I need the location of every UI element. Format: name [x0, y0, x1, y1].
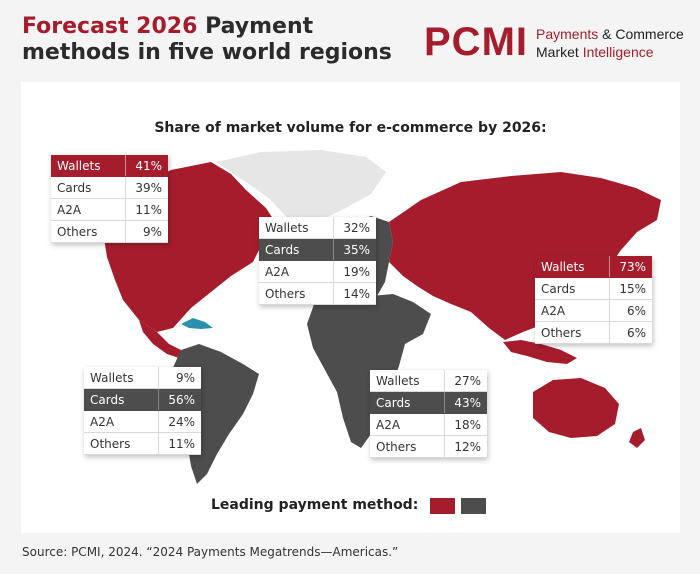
table-row: Others 11%: [84, 432, 201, 455]
page-title: Forecast 2026 Payment methods in five wo…: [22, 14, 412, 66]
table-row: Wallets 27%: [370, 370, 487, 392]
table-row: Wallets 73%: [535, 256, 652, 278]
share-value: 41%: [125, 155, 168, 177]
method-label: Others: [84, 432, 159, 455]
region-table-north-america: Wallets 41% Cards 39% A2A 11% Others 9%: [51, 155, 168, 243]
logo-wordmark: Payments & Commerce Market Intelligence: [536, 25, 684, 61]
share-value: 9%: [125, 220, 168, 243]
method-label: Wallets: [535, 256, 610, 278]
table-row: Others 9%: [51, 220, 168, 243]
caribbean-shape: [181, 318, 213, 329]
method-label: A2A: [370, 413, 445, 436]
share-value: 6%: [609, 299, 652, 322]
greenland-shape: [216, 150, 386, 240]
share-value: 56%: [158, 388, 201, 411]
method-label: Cards: [84, 388, 159, 411]
method-label: Wallets: [370, 370, 445, 392]
table-row: Cards 15%: [535, 277, 652, 300]
method-label: Wallets: [259, 217, 334, 239]
region-table-europe: Wallets 32% Cards 35% A2A 19% Others 14%: [259, 217, 376, 305]
share-value: 6%: [609, 321, 652, 344]
method-label: Others: [535, 321, 610, 344]
logo-word-intelligence: Intelligence: [582, 44, 654, 60]
share-value: 15%: [609, 277, 652, 300]
table-row: Others 6%: [535, 321, 652, 344]
share-value: 18%: [444, 413, 487, 436]
method-label: A2A: [51, 198, 126, 221]
share-value: 73%: [609, 256, 652, 278]
map-panel: Share of market volume for e-commerce by…: [21, 82, 680, 533]
southeast-asia-shape: [503, 340, 577, 364]
method-label: Cards: [370, 391, 445, 414]
logo-word-commerce: Commerce: [615, 26, 684, 42]
share-value: 24%: [158, 410, 201, 433]
title-highlight: Forecast 2026: [22, 14, 198, 39]
table-row: Cards 35%: [259, 238, 376, 261]
table-row: A2A 19%: [259, 260, 376, 283]
legend-swatch-wallets: [430, 498, 455, 514]
share-value: 43%: [444, 391, 487, 414]
method-label: Cards: [259, 238, 334, 261]
method-label: Others: [370, 435, 445, 458]
source-note: Source: PCMI, 2024. “2024 Payments Megat…: [22, 545, 399, 559]
logo-ampersand: &: [602, 26, 612, 42]
table-row: Others 14%: [259, 282, 376, 305]
share-value: 35%: [333, 238, 376, 261]
table-row: A2A 11%: [51, 198, 168, 221]
table-row: A2A 6%: [535, 299, 652, 322]
region-table-asia-pacific: Wallets 73% Cards 15% A2A 6% Others 6%: [535, 256, 652, 344]
logo-word-market: Market: [536, 44, 579, 60]
method-label: Others: [51, 220, 126, 243]
map-subtitle: Share of market volume for e-commerce by…: [154, 120, 547, 136]
table-row: Cards 43%: [370, 391, 487, 414]
share-value: 27%: [444, 370, 487, 392]
region-table-latin-america: Wallets 9% Cards 56% A2A 24% Others 11%: [84, 367, 201, 455]
pcmi-logo: PCMI: [424, 20, 528, 64]
mea-shape: [307, 290, 431, 448]
table-row: Wallets 32%: [259, 217, 376, 239]
share-value: 39%: [125, 176, 168, 199]
legend-swatch-cards: [461, 498, 486, 514]
legend-label: Leading payment method:: [211, 497, 419, 513]
share-value: 11%: [125, 198, 168, 221]
method-label: Others: [259, 282, 334, 305]
table-row: Cards 56%: [84, 388, 201, 411]
region-table-middle-east-africa: Wallets 27% Cards 43% A2A 18% Others 12%: [370, 370, 487, 458]
method-label: Wallets: [51, 155, 126, 177]
share-value: 14%: [333, 282, 376, 305]
share-value: 11%: [158, 432, 201, 455]
method-label: Cards: [51, 176, 126, 199]
share-value: 12%: [444, 435, 487, 458]
table-row: Cards 39%: [51, 176, 168, 199]
method-label: A2A: [535, 299, 610, 322]
table-row: Wallets 41%: [51, 155, 168, 177]
asia-shape: [389, 172, 661, 340]
share-value: 19%: [333, 260, 376, 283]
australia-shape: [533, 378, 619, 438]
table-row: A2A 24%: [84, 410, 201, 433]
central-america-shape: [139, 320, 181, 358]
title-rest: Payment methods in five world regions: [22, 14, 392, 65]
table-row: Others 12%: [370, 435, 487, 458]
table-row: A2A 18%: [370, 413, 487, 436]
new-zealand-shape: [629, 428, 645, 448]
method-label: Cards: [535, 277, 610, 300]
share-value: 9%: [158, 367, 201, 389]
logo-word-payments: Payments: [536, 26, 599, 42]
share-value: 32%: [333, 217, 376, 239]
method-label: Wallets: [84, 367, 159, 389]
method-label: A2A: [259, 260, 334, 283]
method-label: A2A: [84, 410, 159, 433]
table-row: Wallets 9%: [84, 367, 201, 389]
